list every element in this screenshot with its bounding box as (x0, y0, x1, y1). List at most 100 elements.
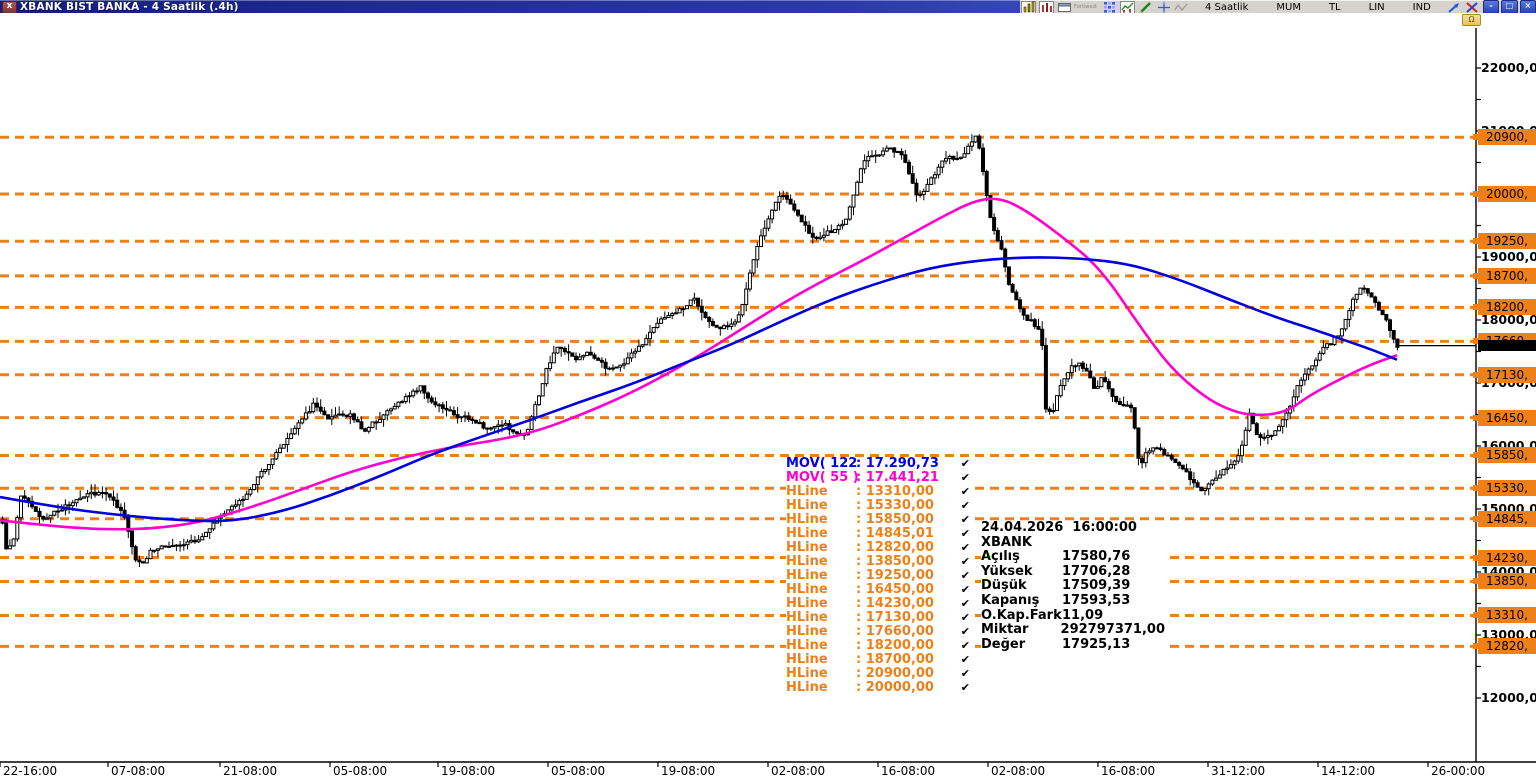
legend-check-icon[interactable]: ✔ (960, 471, 970, 484)
legend-row[interactable]: HLine: 14845,01 ✔ (786, 527, 970, 541)
legend-check-icon[interactable]: ✔ (960, 611, 970, 624)
legend-check-icon[interactable]: ✔ (960, 527, 970, 540)
toolbar-button-tl[interactable]: TL (1328, 1, 1341, 13)
legend-row[interactable]: HLine : 17130,00 ✔ (786, 611, 970, 625)
window-title: XBANK BIST BANKA - 4 Saatlik (.4h) (20, 1, 239, 13)
grid-blue-icon[interactable] (1102, 1, 1118, 14)
legend-check-icon[interactable]: ✔ (960, 499, 970, 512)
x-axis-label: 19-08:00 (661, 764, 716, 778)
legend-check-icon[interactable]: ✔ (960, 597, 970, 610)
legend-check-icon[interactable]: ✔ (960, 639, 970, 652)
legend-value: : 17660,00 (856, 624, 934, 639)
x-axis-label: 05-08:00 (333, 764, 388, 778)
info-label: Açılış (981, 549, 1020, 565)
legend-value: : 17.441,21 (856, 470, 939, 485)
info-value: 292797371,00 (1060, 622, 1165, 638)
legend-name: HLine (786, 512, 828, 527)
legend-name: HLine (786, 652, 828, 667)
legend-check-icon[interactable]: ✔ (960, 457, 970, 470)
toolbar-button-lin[interactable]: LIN (1368, 1, 1385, 13)
close-button[interactable]: × (1519, 0, 1536, 14)
legend-value: : 13310,00 (856, 484, 934, 499)
zigzag-indicator-icon[interactable] (1174, 1, 1190, 14)
legend-row[interactable]: HLine : 15850,00 ✔ (786, 513, 970, 527)
legend-row[interactable]: HLine: 16450,00 ✔ (786, 583, 970, 597)
legend-row[interactable]: HLine : 18700,00 ✔ (786, 653, 970, 667)
tools-icon[interactable] (1464, 1, 1480, 14)
legend-check-icon[interactable]: ✔ (960, 681, 970, 694)
toolbar-button-ind[interactable]: IND (1412, 1, 1431, 13)
legend-row[interactable]: HLine: 20000,00 ✔ (786, 681, 970, 695)
chart-candles-red-icon[interactable] (1039, 0, 1055, 14)
legend-value: : 15850,00 (856, 512, 934, 527)
price-plot (0, 28, 1536, 767)
info-row: Açılış 17580,76 (981, 550, 1165, 565)
legend-check-icon[interactable]: ✔ (960, 625, 970, 638)
x-axis-label: 16-08:00 (1101, 764, 1156, 778)
legend-row[interactable]: HLine: 12820,00 ✔ (786, 541, 970, 555)
mini-toolbar-label[interactable]: Fortiwest (1074, 4, 1097, 10)
legend-check-icon[interactable]: ✔ (960, 555, 970, 568)
chart-mini-color-icon[interactable] (1119, 0, 1136, 14)
legend-row[interactable]: HLine: 13850,00 ✔ (786, 555, 970, 569)
legend-check-icon[interactable]: ✔ (960, 569, 970, 582)
arrow-blue-icon[interactable] (1446, 1, 1462, 14)
info-row: Düşük 17509,39 (981, 579, 1165, 594)
legend-check-icon[interactable]: ✔ (960, 485, 970, 498)
x-axis-label: 02-08:00 (771, 764, 826, 778)
info-row: Yüksek 17706,28 (981, 564, 1165, 580)
hline-axis-label: 12820, (1473, 638, 1536, 655)
x-axis-label: 16-08:00 (881, 764, 936, 778)
hline-axis-label: 20900, (1473, 129, 1536, 146)
legend-check-icon[interactable]: ✔ (960, 667, 970, 680)
hline-axis-label: 14845, (1473, 510, 1536, 527)
x-axis-label: 31-12:00 (1211, 764, 1266, 778)
legend-row[interactable]: MOV( 55 ): 17.441,21 ✔ (786, 471, 970, 485)
legend-value: : 16450,00 (856, 582, 934, 597)
legend-row[interactable]: HLine: 14230,00 ✔ (786, 597, 970, 611)
legend-value: : 17130,00 (856, 610, 934, 625)
legend-row[interactable]: HLine: 15330,00 ✔ (786, 499, 970, 513)
legend-row[interactable]: HLine: 17660,00 ✔ (786, 625, 970, 639)
mov-122-line[interactable] (0, 256, 1398, 523)
x-axis-label: 22-16:00 (3, 764, 58, 778)
legend-name: HLine (786, 610, 828, 625)
legend-name: HLine (786, 498, 828, 513)
y-axis-label: 18000,0 (1481, 312, 1536, 327)
mov-55-line[interactable] (0, 197, 1398, 531)
legend-row[interactable]: MOV( 122: 17.290,73 ✔ (786, 457, 970, 471)
toolbar-button-mum[interactable]: MUM (1276, 1, 1301, 13)
info-label: Düşük (981, 578, 1027, 594)
last-price-marker (1478, 340, 1536, 352)
legend-value: : 14845,01 (856, 526, 934, 541)
minimize-button[interactable]: - (1482, 0, 1500, 14)
toolbar-button-4-saatlik[interactable]: 4 Saatlik (1204, 1, 1249, 13)
legend-check-icon[interactable]: ✔ (960, 583, 970, 596)
legend-row[interactable]: HLine: 18200,00 ✔ (786, 639, 970, 653)
info-row: Değer 17925,13 (981, 637, 1165, 653)
legend-row[interactable]: HLine: 13310,00 ✔ (786, 485, 970, 499)
legend-name: HLine (786, 540, 828, 555)
legend-check-icon[interactable]: ✔ (960, 653, 970, 666)
indicator-legend: MOV( 122: 17.290,73 ✔ MOV( 55 ): 17.441,21… (786, 457, 970, 695)
chart-window-titlebar[interactable]: x XBANK BIST BANKA - 4 Saatlik (.4h) For… (0, 0, 1536, 14)
chart-area[interactable]: MOV( 122: 17.290,73 ✔ MOV( 55 ): 17.441,21… (0, 13, 1536, 782)
chart-candles-yellow-icon[interactable] (1021, 0, 1037, 14)
compass-move-icon[interactable] (1156, 0, 1172, 14)
pencil-green-icon[interactable] (1138, 1, 1154, 14)
legend-value: : 18700,00 (856, 652, 934, 667)
y-axis-label: 22000,0 (1481, 60, 1536, 75)
axes-group (0, 28, 1536, 767)
legend-name: HLine (786, 638, 828, 653)
legend-check-icon[interactable]: ✔ (960, 513, 970, 526)
legend-check-icon[interactable]: ✔ (960, 541, 970, 554)
axis-lock-icon[interactable]: Ω (1462, 14, 1481, 26)
hline-axis-label: 17130, (1473, 366, 1536, 383)
legend-row[interactable]: HLine: 19250,00 ✔ (786, 569, 970, 583)
legend-row[interactable]: HLine: 20900,00 ✔ (786, 667, 970, 681)
info-value: 17593,53 (1062, 592, 1131, 608)
info-row: Kapanış 17593,53 (981, 592, 1165, 609)
window-mini-icon[interactable] (1057, 1, 1073, 14)
restore-button[interactable]: □ (1501, 0, 1518, 14)
